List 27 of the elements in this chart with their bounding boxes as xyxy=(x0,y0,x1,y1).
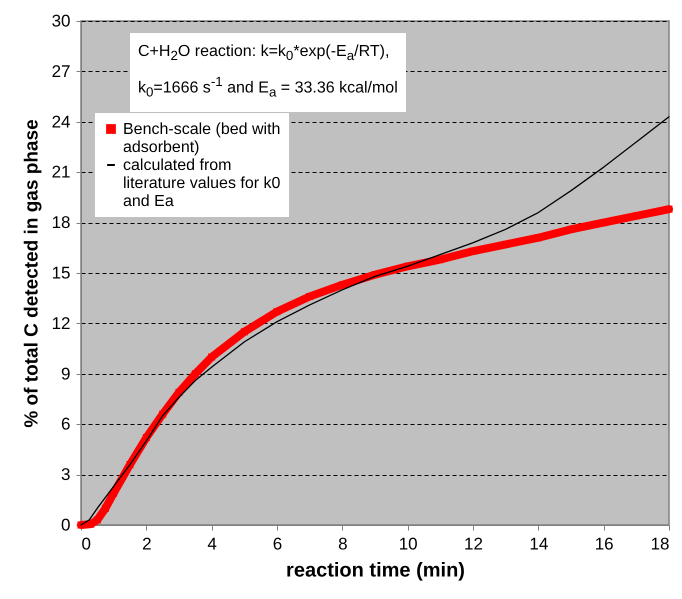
y-tick-label: 24 xyxy=(52,112,70,132)
x-tick-label: 0 xyxy=(82,534,91,554)
x-tick-label: 18 xyxy=(650,534,670,554)
x-tick-label: 6 xyxy=(272,534,282,554)
y-tick-label: 30 xyxy=(52,12,70,30)
y-tick-label: 18 xyxy=(52,213,70,232)
legend-label: Bench-scale (bed with adsorbent) xyxy=(123,121,280,156)
y-tick-label: 3 xyxy=(61,465,70,484)
x-tick-label: 14 xyxy=(529,534,548,554)
x-tick-label: 4 xyxy=(207,534,217,554)
x-tick-label: 12 xyxy=(464,534,483,554)
y-tick-label: 27 xyxy=(52,62,70,81)
legend-label: calculated from literature values for k0 and Ea xyxy=(123,157,281,210)
x-tick-label: 2 xyxy=(142,534,152,554)
y-axis-title: % of total C detected in gas phase xyxy=(22,119,43,428)
x-tick-label: 8 xyxy=(338,534,348,554)
y-tick-label: 15 xyxy=(52,264,70,282)
annotation: C+H$_{2}$O reaction: k=k$_{0}$*exp(-E$_{a}$/RT), xyxy=(138,42,390,66)
x-axis-title: reaction time (min) xyxy=(286,560,465,582)
x-tick-label: 16 xyxy=(594,534,614,554)
x-tick-label: 10 xyxy=(398,534,418,554)
annotation: k$_{0}$=1666 s$^{-1}$ and E$_{a}$ = 33.36 kcal/mol xyxy=(138,73,398,102)
y-tick-label: 21 xyxy=(52,162,70,182)
y-tick-label: 0 xyxy=(61,516,70,534)
y-tick-label: 6 xyxy=(61,414,70,434)
y-tick-label: 12 xyxy=(52,314,70,333)
y-tick-label: 9 xyxy=(61,364,70,384)
